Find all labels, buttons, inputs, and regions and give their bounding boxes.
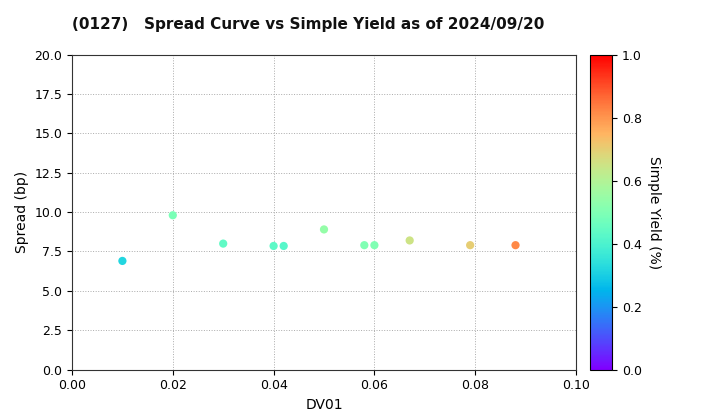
Point — [117, 257, 128, 264]
Point — [167, 212, 179, 218]
Point — [217, 240, 229, 247]
Text: (0127)   Spread Curve vs Simple Yield as of 2024/09/20: (0127) Spread Curve vs Simple Yield as o… — [72, 17, 544, 32]
Point — [404, 237, 415, 244]
Point — [318, 226, 330, 233]
Point — [369, 242, 380, 249]
Y-axis label: Spread (bp): Spread (bp) — [15, 171, 29, 253]
Point — [464, 242, 476, 249]
X-axis label: DV01: DV01 — [305, 398, 343, 412]
Point — [278, 243, 289, 249]
Point — [359, 242, 370, 249]
Point — [510, 242, 521, 249]
Y-axis label: Simple Yield (%): Simple Yield (%) — [647, 155, 661, 269]
Point — [268, 243, 279, 249]
